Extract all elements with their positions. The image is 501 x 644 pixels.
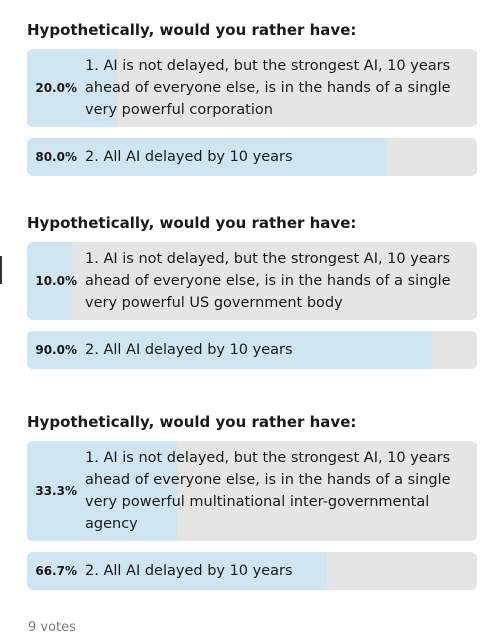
poll-option-1[interactable]: 20.0% 1. AI is not delayed, but the stro… — [27, 49, 477, 127]
vote-count: 9 votes — [28, 620, 76, 635]
poll-option-1[interactable]: 33.3% 1. AI is not delayed, but the stro… — [27, 441, 477, 541]
poll-title: Hypothetically, would you rather have: — [27, 21, 357, 39]
poll-title: Hypothetically, would you rather have: — [27, 214, 357, 232]
option-label: 2. All AI delayed by 10 years — [85, 563, 293, 579]
option-percent: 20.0% — [35, 81, 77, 95]
result-bar — [27, 242, 72, 320]
result-bar — [27, 441, 177, 541]
result-bar — [27, 552, 328, 590]
option-label: 1. AI is not delayed, but the strongest … — [85, 251, 451, 311]
option-percent: 33.3% — [35, 484, 77, 498]
option-percent: 90.0% — [35, 343, 77, 357]
poll-1: Hypothetically, would you rather have: 2… — [27, 20, 477, 187]
option-label: 1. AI is not delayed, but the strongest … — [85, 58, 451, 118]
poll-option-2[interactable]: 90.0% 2. All AI delayed by 10 years — [27, 331, 477, 369]
option-label: 2. All AI delayed by 10 years — [85, 149, 293, 165]
option-percent: 80.0% — [35, 150, 77, 164]
poll-2: Hypothetically, would you rather have: 1… — [27, 213, 477, 380]
poll-title: Hypothetically, would you rather have: — [27, 413, 357, 431]
poll-3: Hypothetically, would you rather have: 3… — [27, 412, 477, 601]
result-bar — [27, 138, 387, 176]
option-label: 2. All AI delayed by 10 years — [85, 342, 293, 358]
result-bar — [27, 49, 117, 127]
edge-marker — [0, 256, 2, 284]
option-percent: 66.7% — [35, 564, 77, 578]
poll-option-2[interactable]: 80.0% 2. All AI delayed by 10 years — [27, 138, 477, 176]
poll-option-1[interactable]: 10.0% 1. AI is not delayed, but the stro… — [27, 242, 477, 320]
poll-option-2[interactable]: 66.7% 2. All AI delayed by 10 years — [27, 552, 477, 590]
option-label: 1. AI is not delayed, but the strongest … — [85, 450, 451, 532]
option-percent: 10.0% — [35, 274, 77, 288]
result-bar — [27, 331, 432, 369]
